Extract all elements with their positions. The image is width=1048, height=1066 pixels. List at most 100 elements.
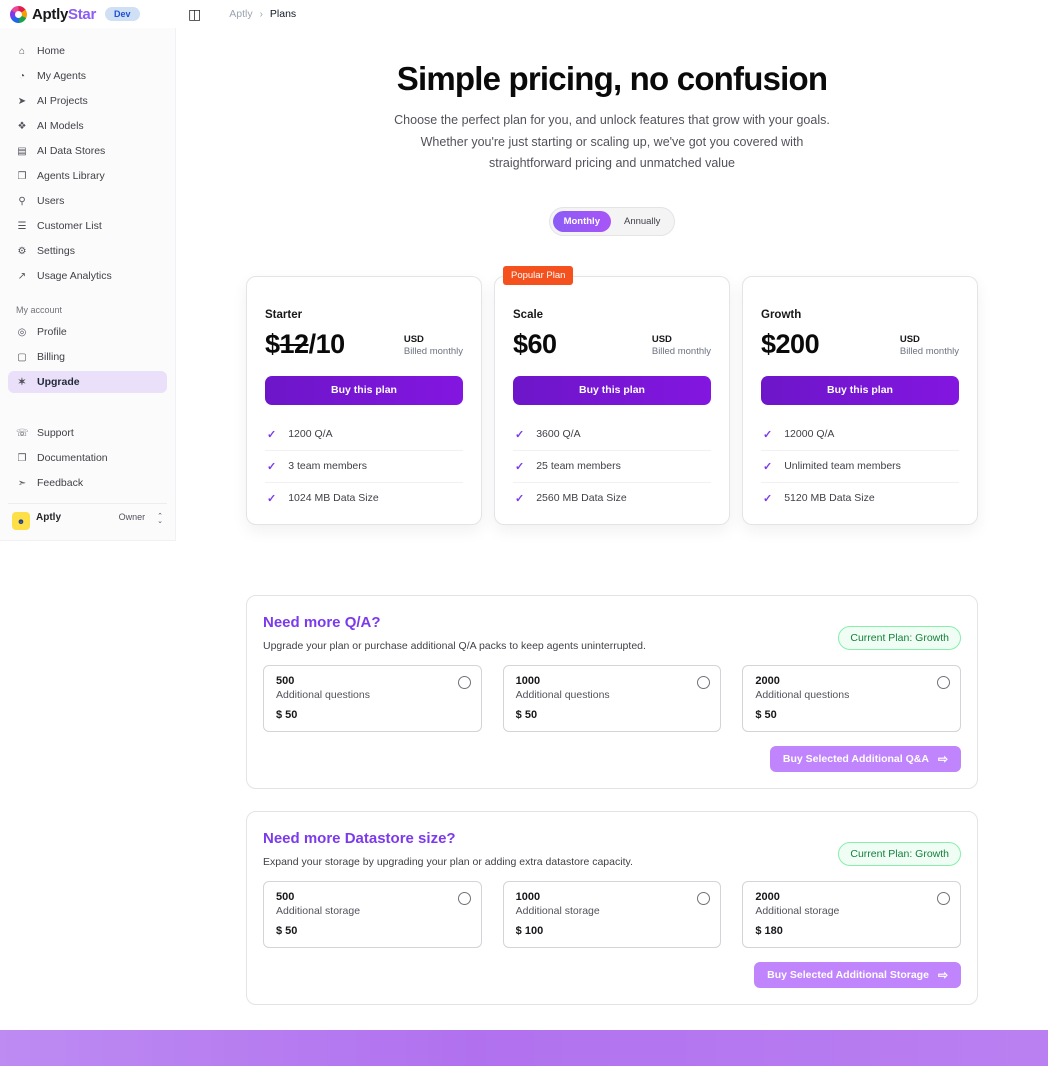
plan-name: Scale xyxy=(513,308,544,321)
plan-feature: ✓ 2560 MB Data Size xyxy=(515,492,627,505)
buy-plan-button[interactable]: Buy this plan xyxy=(513,375,711,405)
addon-title: Need more Datastore size? xyxy=(263,829,456,847)
sidebar-item-label: Agents Library xyxy=(37,170,105,182)
option-qty: 1000 xyxy=(515,890,541,903)
sidebar-item-usage-analytics[interactable]: ↗ Usage Analytics xyxy=(8,265,167,287)
popular-plan-badge: Popular Plan xyxy=(503,265,574,285)
page-subtitle: Choose the perfect plan for you, and unl… xyxy=(394,113,830,170)
option-price: $ 100 xyxy=(515,924,544,937)
plan-card-starter: Starter $12/10 USD Billed monthly Buy th… xyxy=(246,275,482,525)
sidebar-item-ai-projects[interactable]: ➤ AI Projects xyxy=(8,90,167,112)
env-badge: Dev xyxy=(105,7,140,21)
current-plan-badge: Current Plan: Growth xyxy=(838,625,961,650)
toggle-monthly[interactable]: Monthly xyxy=(552,210,611,232)
support-icon: ☏ xyxy=(16,427,29,439)
sidebar-item-ai-models[interactable]: ❖ AI Models xyxy=(8,115,167,137)
sidebar-item-label: Upgrade xyxy=(37,376,80,388)
addon-option-1000-storage[interactable]: 1000 Additional storage $ 100 xyxy=(502,880,722,948)
plan-feature: ✓ 3 team members xyxy=(265,451,463,483)
plan-name: Growth xyxy=(761,308,802,321)
sidebar-toggle-icon[interactable]: ◫ xyxy=(188,6,202,22)
plan-feature: ✓ 1200 Q/A xyxy=(265,419,463,451)
sidebar-item-my-agents[interactable]: ◔ My Agents xyxy=(8,65,167,87)
option-price: $ 50 xyxy=(515,708,538,721)
user-role: Owner xyxy=(118,512,146,522)
plan-feature: ✓ 3600 Q/A xyxy=(513,419,711,451)
radio-button[interactable] xyxy=(937,675,951,689)
sidebar-item-home[interactable]: ⌂ Home xyxy=(8,40,167,62)
gear-icon: ⚙ xyxy=(17,245,27,257)
sidebar-item-label: Feedback xyxy=(37,477,84,489)
buy-plan-button[interactable]: Buy this plan xyxy=(761,375,959,405)
sidebar-section-my-account: My account xyxy=(16,305,63,315)
sidebar-item-support[interactable]: ☏ Support xyxy=(8,422,167,444)
addon-option-500-storage[interactable]: 500 Additional storage $ 50 xyxy=(263,880,482,948)
addon-description: Upgrade your plan or purchase additional… xyxy=(263,639,646,652)
check-icon: ✓ xyxy=(515,428,525,441)
footer-gradient-band xyxy=(0,1030,1048,1066)
option-label: Additional questions xyxy=(515,688,610,701)
sidebar-item-label: Usage Analytics xyxy=(37,270,112,282)
analytics-icon: ↗ xyxy=(17,270,27,282)
sidebar-item-customer-list[interactable]: ☰ Customer List xyxy=(8,215,167,237)
sidebar-item-ai-data-stores[interactable]: ▤ AI Data Stores xyxy=(8,140,167,162)
user-account-chip[interactable]: ☻ Aptly Owner ⌃ ⌄ xyxy=(8,503,167,534)
sidebar-item-label: Support xyxy=(37,427,74,439)
addon-option-2000-storage[interactable]: 2000 Additional storage $ 180 xyxy=(742,880,962,948)
plan-feature: ✓ Unlimited team members xyxy=(761,451,959,483)
option-qty: 500 xyxy=(276,890,295,903)
ai-projects-icon: ➤ xyxy=(17,95,27,107)
option-label: Additional questions xyxy=(276,688,370,701)
plan-price: $60 xyxy=(513,328,557,359)
toggle-annually[interactable]: Annually xyxy=(623,215,661,227)
addon-option-2000-questions[interactable]: 2000 Additional questions $ 50 xyxy=(742,664,962,732)
plan-billing-cycle: Billed monthly xyxy=(899,345,959,357)
sidebar-item-users[interactable]: ⚲ Users xyxy=(8,190,167,212)
sidebar-item-feedback[interactable]: ➣ Feedback xyxy=(8,472,167,494)
sidebar-item-settings[interactable]: ⚙ Settings xyxy=(8,240,167,262)
option-label: Additional questions xyxy=(755,688,850,701)
sidebar-item-billing[interactable]: ▢ Billing xyxy=(8,346,167,368)
addon-section-qa: Need more Q/A? Upgrade your plan or purc… xyxy=(246,594,978,789)
check-icon: ✓ xyxy=(763,492,773,505)
radio-button[interactable] xyxy=(697,675,711,689)
plan-name: Starter xyxy=(265,308,303,321)
sidebar-item-documentation[interactable]: ❐ Documentation xyxy=(8,447,167,469)
radio-button[interactable] xyxy=(457,675,471,689)
paper-plane-icon: ➣ xyxy=(17,477,27,489)
plan-billing-cycle: Billed monthly xyxy=(651,345,711,357)
old-price: 12 xyxy=(279,328,310,359)
profile-icon: ◎ xyxy=(17,326,27,338)
chevron-up-down-icon[interactable]: ⌃ ⌄ xyxy=(157,513,163,525)
option-price: $ 50 xyxy=(276,708,298,721)
buy-additional-qa-button[interactable]: Buy Selected Additional Q&A ⇨ xyxy=(769,745,961,772)
sidebar-item-profile[interactable]: ◎ Profile xyxy=(8,321,167,343)
list-icon: ☰ xyxy=(17,220,27,232)
option-label: Additional storage xyxy=(515,904,600,917)
addon-section-datastore: Need more Datastore size? Expand your st… xyxy=(246,810,978,1005)
sidebar-item-agents-library[interactable]: ❐ Agents Library xyxy=(8,165,167,187)
sidebar-item-label: My Agents xyxy=(37,70,87,82)
addon-option-500-questions[interactable]: 500 Additional questions $ 50 xyxy=(263,664,482,732)
buy-additional-storage-button[interactable]: Buy Selected Additional Storage ⇨ xyxy=(754,961,961,988)
sidebar-item-upgrade[interactable]: ✶ Upgrade xyxy=(8,371,167,393)
option-price: $ 50 xyxy=(755,708,777,721)
brand-logo-area[interactable]: AptlyStar Dev xyxy=(0,5,176,23)
pricing-cards-row: Starter $12/10 USD Billed monthly Buy th… xyxy=(176,265,1048,525)
buy-plan-button[interactable]: Buy this plan xyxy=(265,375,463,405)
sidebar-item-label: Users xyxy=(37,195,65,207)
arrow-right-icon: ⇨ xyxy=(937,751,948,766)
radio-button[interactable] xyxy=(937,891,951,905)
user-name: Aptly xyxy=(36,512,61,523)
option-qty: 500 xyxy=(276,674,295,687)
brand-logo-icon xyxy=(10,5,27,23)
breadcrumb-root[interactable]: Aptly xyxy=(229,8,253,20)
sidebar-item-label: Billing xyxy=(37,351,66,363)
radio-button[interactable] xyxy=(457,891,471,905)
top-bar: AptlyStar Dev ◫ Aptly › Plans xyxy=(0,0,1048,28)
page-title: Simple pricing, no confusion xyxy=(396,60,828,97)
option-qty: 1000 xyxy=(515,674,541,687)
sidebar-item-label: AI Data Stores xyxy=(37,145,106,157)
radio-button[interactable] xyxy=(697,891,711,905)
addon-option-1000-questions[interactable]: 1000 Additional questions $ 50 xyxy=(502,664,722,732)
